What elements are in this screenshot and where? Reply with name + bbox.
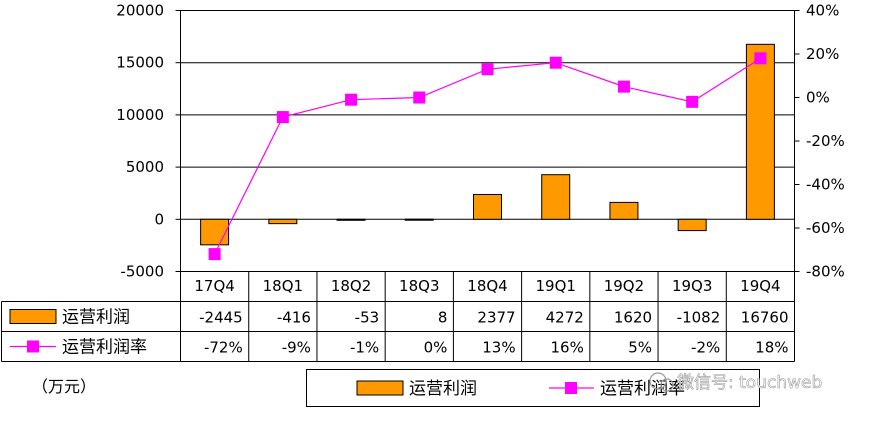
unit-label: （万元） (32, 377, 96, 396)
bar (609, 201, 639, 220)
data-table: 17Q4 18Q1 18Q2 18Q3 18Q4 19Q1 19Q2 19Q3 19Q4 运营利润… (1, 271, 795, 362)
table-cell: 16% (550, 339, 583, 357)
line-point (208, 248, 221, 261)
category-label: 18Q3 (399, 277, 439, 295)
table-cell: -416 (277, 309, 311, 327)
table-cell: -2% (691, 339, 720, 357)
category-label: 19Q4 (740, 277, 780, 295)
right-tick-label: -60% (806, 219, 845, 237)
table-cell: -72% (204, 339, 243, 357)
left-tick-label: 15000 (116, 54, 164, 72)
legend-label-bar: 运营利润 (409, 379, 477, 399)
left-tick-label: -5000 (120, 263, 164, 281)
table-cell: -53 (355, 309, 380, 327)
bar (473, 193, 502, 220)
line-point (686, 95, 699, 108)
category-label: 19Q1 (536, 277, 576, 295)
bar (677, 218, 707, 232)
line-point (413, 91, 426, 104)
right-tick-label: 20% (806, 45, 839, 63)
left-tick-label: 20000 (116, 2, 164, 20)
wechat-icon-inner (660, 378, 674, 392)
right-tick-label: 40% (806, 2, 839, 20)
legend-label-line: 运营利润率 (600, 379, 685, 399)
table-cell: 16760 (741, 309, 789, 327)
line-point (549, 56, 562, 69)
bar-series (200, 43, 775, 246)
table-cell: 8 (438, 309, 448, 327)
line-point (617, 80, 630, 93)
table-cell: -9% (282, 339, 311, 357)
watermark: 微信号: touchweb (649, 372, 823, 393)
bar (404, 218, 434, 221)
row-swatch-bar (9, 309, 57, 324)
watermark-text: 微信号: touchweb (677, 373, 822, 393)
right-tick-label: -80% (806, 263, 845, 281)
table-cell: 1620 (614, 309, 652, 327)
bar (745, 43, 775, 220)
bar (336, 218, 366, 221)
table-cell: 4272 (546, 309, 584, 327)
bar (200, 218, 230, 246)
legend-bar-swatch (356, 380, 404, 396)
legend: 运营利润 运营利润率 (306, 369, 760, 407)
plot-area (180, 10, 795, 272)
right-axis-ticks: -80% -60% -40% -20% 0% 20% 40% (794, 2, 845, 281)
table-cell: 18% (755, 339, 788, 357)
bar (268, 218, 298, 225)
table-cell: 13% (482, 339, 515, 357)
right-tick-label: -40% (806, 176, 845, 194)
category-label: 19Q2 (604, 277, 644, 295)
category-label: 18Q2 (331, 277, 371, 295)
table-cell: -2445 (199, 309, 243, 327)
table-cell: -1% (350, 339, 379, 357)
right-tick-label: 0% (806, 89, 830, 107)
table-cell: 5% (628, 339, 652, 357)
line-point (481, 63, 494, 76)
left-tick-label: 0 (154, 210, 164, 228)
row-label: 运营利润率 (62, 338, 147, 358)
line-point (276, 111, 289, 124)
category-label: 19Q3 (672, 277, 712, 295)
wechat-icon (649, 372, 667, 390)
category-label: 17Q4 (194, 277, 234, 295)
table-cell: 0% (424, 339, 448, 357)
row-swatch-marker (27, 340, 39, 353)
legend-line-marker (565, 382, 577, 394)
left-axis-ticks: -5000 0 5000 10000 15000 20000 (116, 2, 181, 281)
left-tick-label: 10000 (116, 106, 164, 124)
category-label: 18Q1 (263, 277, 303, 295)
line-series (208, 52, 767, 261)
line-point (754, 52, 767, 65)
row-label: 运营利润 (62, 308, 130, 328)
category-label: 18Q4 (467, 277, 507, 295)
table-cell: 2377 (477, 309, 515, 327)
bar (541, 174, 571, 220)
table-cell: -1082 (677, 309, 721, 327)
line-point (345, 93, 358, 106)
right-tick-label: -20% (806, 132, 845, 150)
left-tick-label: 5000 (126, 158, 164, 176)
